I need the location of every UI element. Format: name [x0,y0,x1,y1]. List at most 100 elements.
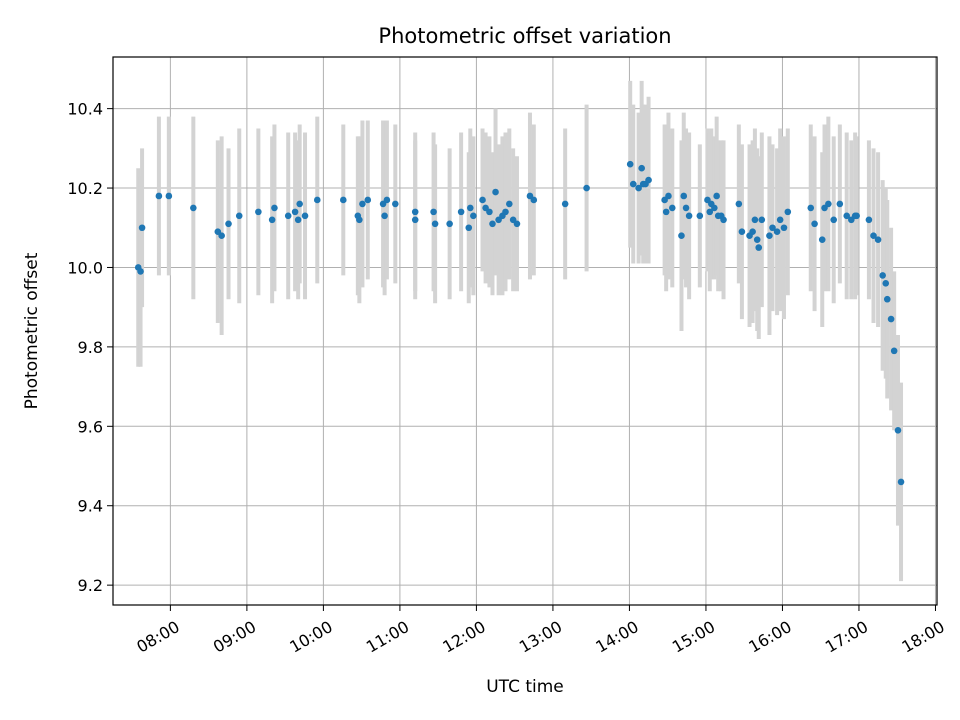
data-point [713,192,720,200]
data-point [680,192,688,200]
data-point [431,220,439,228]
data-point [668,204,676,212]
data-point [446,220,453,228]
data-point [738,228,746,236]
data-point [879,272,886,279]
data-point [296,200,303,208]
data-point [392,200,399,208]
data-point [381,212,388,220]
plot-frame [112,56,938,606]
data-point [645,176,652,184]
data-point [776,216,784,224]
data-point [890,347,898,355]
data-point [294,216,302,224]
data-point [773,228,781,236]
data-point [561,200,569,208]
data-point [284,212,292,220]
data-point [530,196,538,204]
data-point [883,295,891,303]
data-point [751,216,759,224]
data-point [706,208,714,216]
chart-title: Photometric offset variation [378,24,671,48]
data-point [720,216,727,224]
data-point [411,208,419,216]
data-point [364,196,372,204]
data-point [492,188,499,196]
y-tick-label: 9.8 [78,338,103,357]
data-point [843,212,851,220]
data-point [513,220,521,228]
data-point [138,224,146,232]
data-point [882,280,890,287]
grid [113,57,937,605]
data-point [807,204,815,212]
data-point [735,200,743,208]
data-point [766,232,773,239]
data-point [235,212,243,220]
data-point [811,220,818,228]
data-point [218,232,225,239]
data-point [271,204,278,212]
data-point [685,212,693,220]
y-tick-label: 10.4 [67,100,103,119]
data-point [479,196,486,204]
data-point [291,208,299,216]
y-tick-label: 10.2 [67,179,103,198]
data-point [769,224,776,232]
data-point [356,216,363,224]
data-point [339,196,347,204]
data-point [155,192,163,200]
data-point [758,216,766,224]
data-point [678,232,685,239]
data-point [780,224,788,232]
data-point [635,184,642,192]
data-point [165,192,173,200]
data-point [825,200,832,208]
data-point [411,216,419,224]
data-point [870,232,877,239]
data-point [383,196,391,204]
y-axis-title: Photometric offset [22,252,42,409]
data-point [430,208,437,216]
data-point [818,236,826,243]
data-point [255,208,262,216]
data-point [466,204,474,212]
data-point [662,208,670,216]
y-tick-label: 9.6 [78,417,103,436]
data-point [506,200,513,208]
data-point [897,478,905,486]
data-point [629,180,637,188]
data-point [755,244,763,251]
data-point [583,184,590,192]
data-point [470,212,477,220]
data-point [784,208,792,216]
data-point [894,426,902,434]
data-point [830,216,838,224]
data-point [502,208,509,216]
data-point [665,192,672,200]
data-point [836,200,844,208]
x-axis-title: UTC time [486,677,564,697]
data-point [853,212,860,220]
data-point [749,228,756,236]
data-point [137,268,144,275]
y-tick-label: 9.2 [78,576,103,595]
data-point [711,204,718,212]
data-point [313,196,321,204]
data-point [457,208,465,216]
data-point [682,204,690,212]
data-point [865,216,873,224]
data-point [301,212,309,220]
y-tick-label: 9.4 [78,497,103,516]
data-point [268,216,276,224]
data-point [489,220,496,228]
data-point [638,164,645,172]
data-point [359,200,366,208]
data-point [696,212,704,220]
y-tick-label: 10.0 [67,258,103,277]
data-point [753,236,761,243]
data-points [134,160,905,486]
data-point [887,315,895,323]
data-point [190,204,197,212]
